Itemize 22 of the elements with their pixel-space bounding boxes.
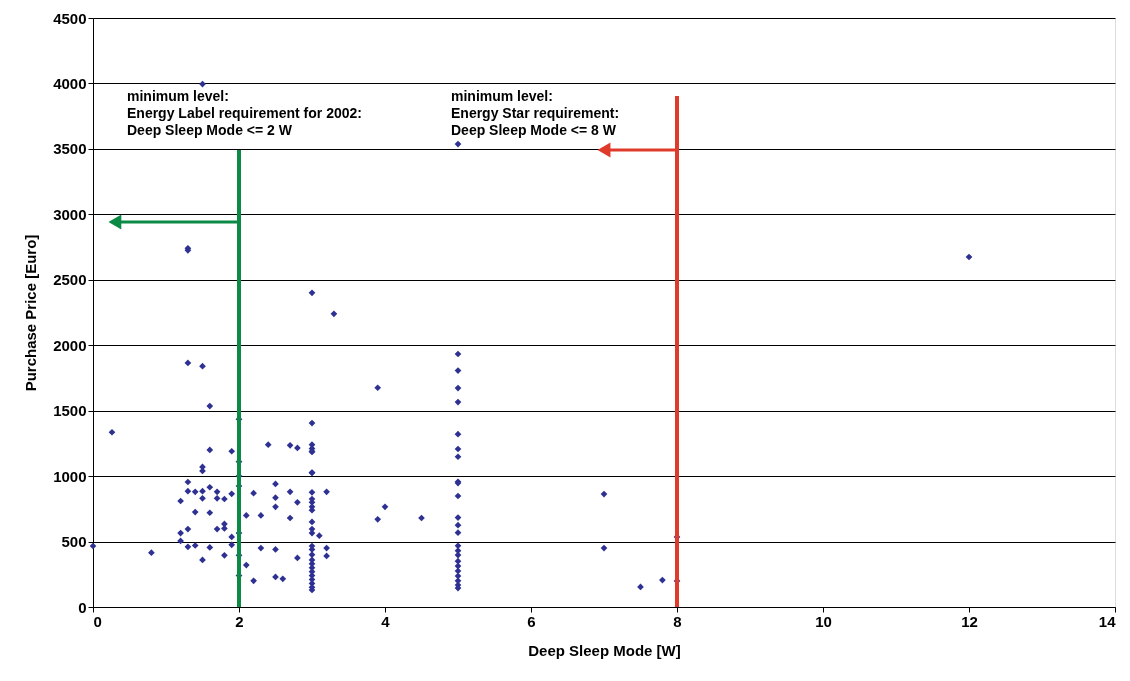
- y-tick-label: 3000: [53, 205, 87, 223]
- ref-line-label: minimum level: Energy Label requirement for 2002: Deep Sleep Mode <= 2 W: [127, 88, 362, 138]
- y-tick-label: 0: [78, 598, 87, 616]
- x-tick-label: 14: [1098, 612, 1117, 630]
- x-tick-label: 10: [815, 612, 832, 630]
- x-tick-label: 2: [235, 612, 244, 630]
- x-tick-label: 8: [673, 612, 682, 630]
- y-tick-label: 2000: [53, 336, 87, 354]
- x-axis-title: Deep Sleep Mode [W]: [528, 641, 681, 659]
- y-axis-title: Purchase Price [Euro]: [22, 234, 40, 392]
- x-tick-label: 12: [961, 612, 978, 630]
- y-tick-label: 2500: [53, 271, 87, 289]
- y-tick-label: 4500: [53, 9, 87, 27]
- y-tick-label: 1500: [53, 402, 87, 420]
- x-tick-label: 6: [527, 612, 536, 630]
- x-tick-label: 4: [381, 612, 391, 630]
- y-tick-label: 500: [61, 533, 87, 551]
- y-tick-label: 4000: [53, 74, 87, 92]
- y-tick-label: 3500: [53, 140, 87, 158]
- x-tick-label: 0: [93, 612, 102, 630]
- y-tick-label: 1000: [53, 467, 87, 485]
- ref-line-label: minimum level: Energy Star requirement: Deep Sleep Mode <= 8 W: [451, 88, 620, 138]
